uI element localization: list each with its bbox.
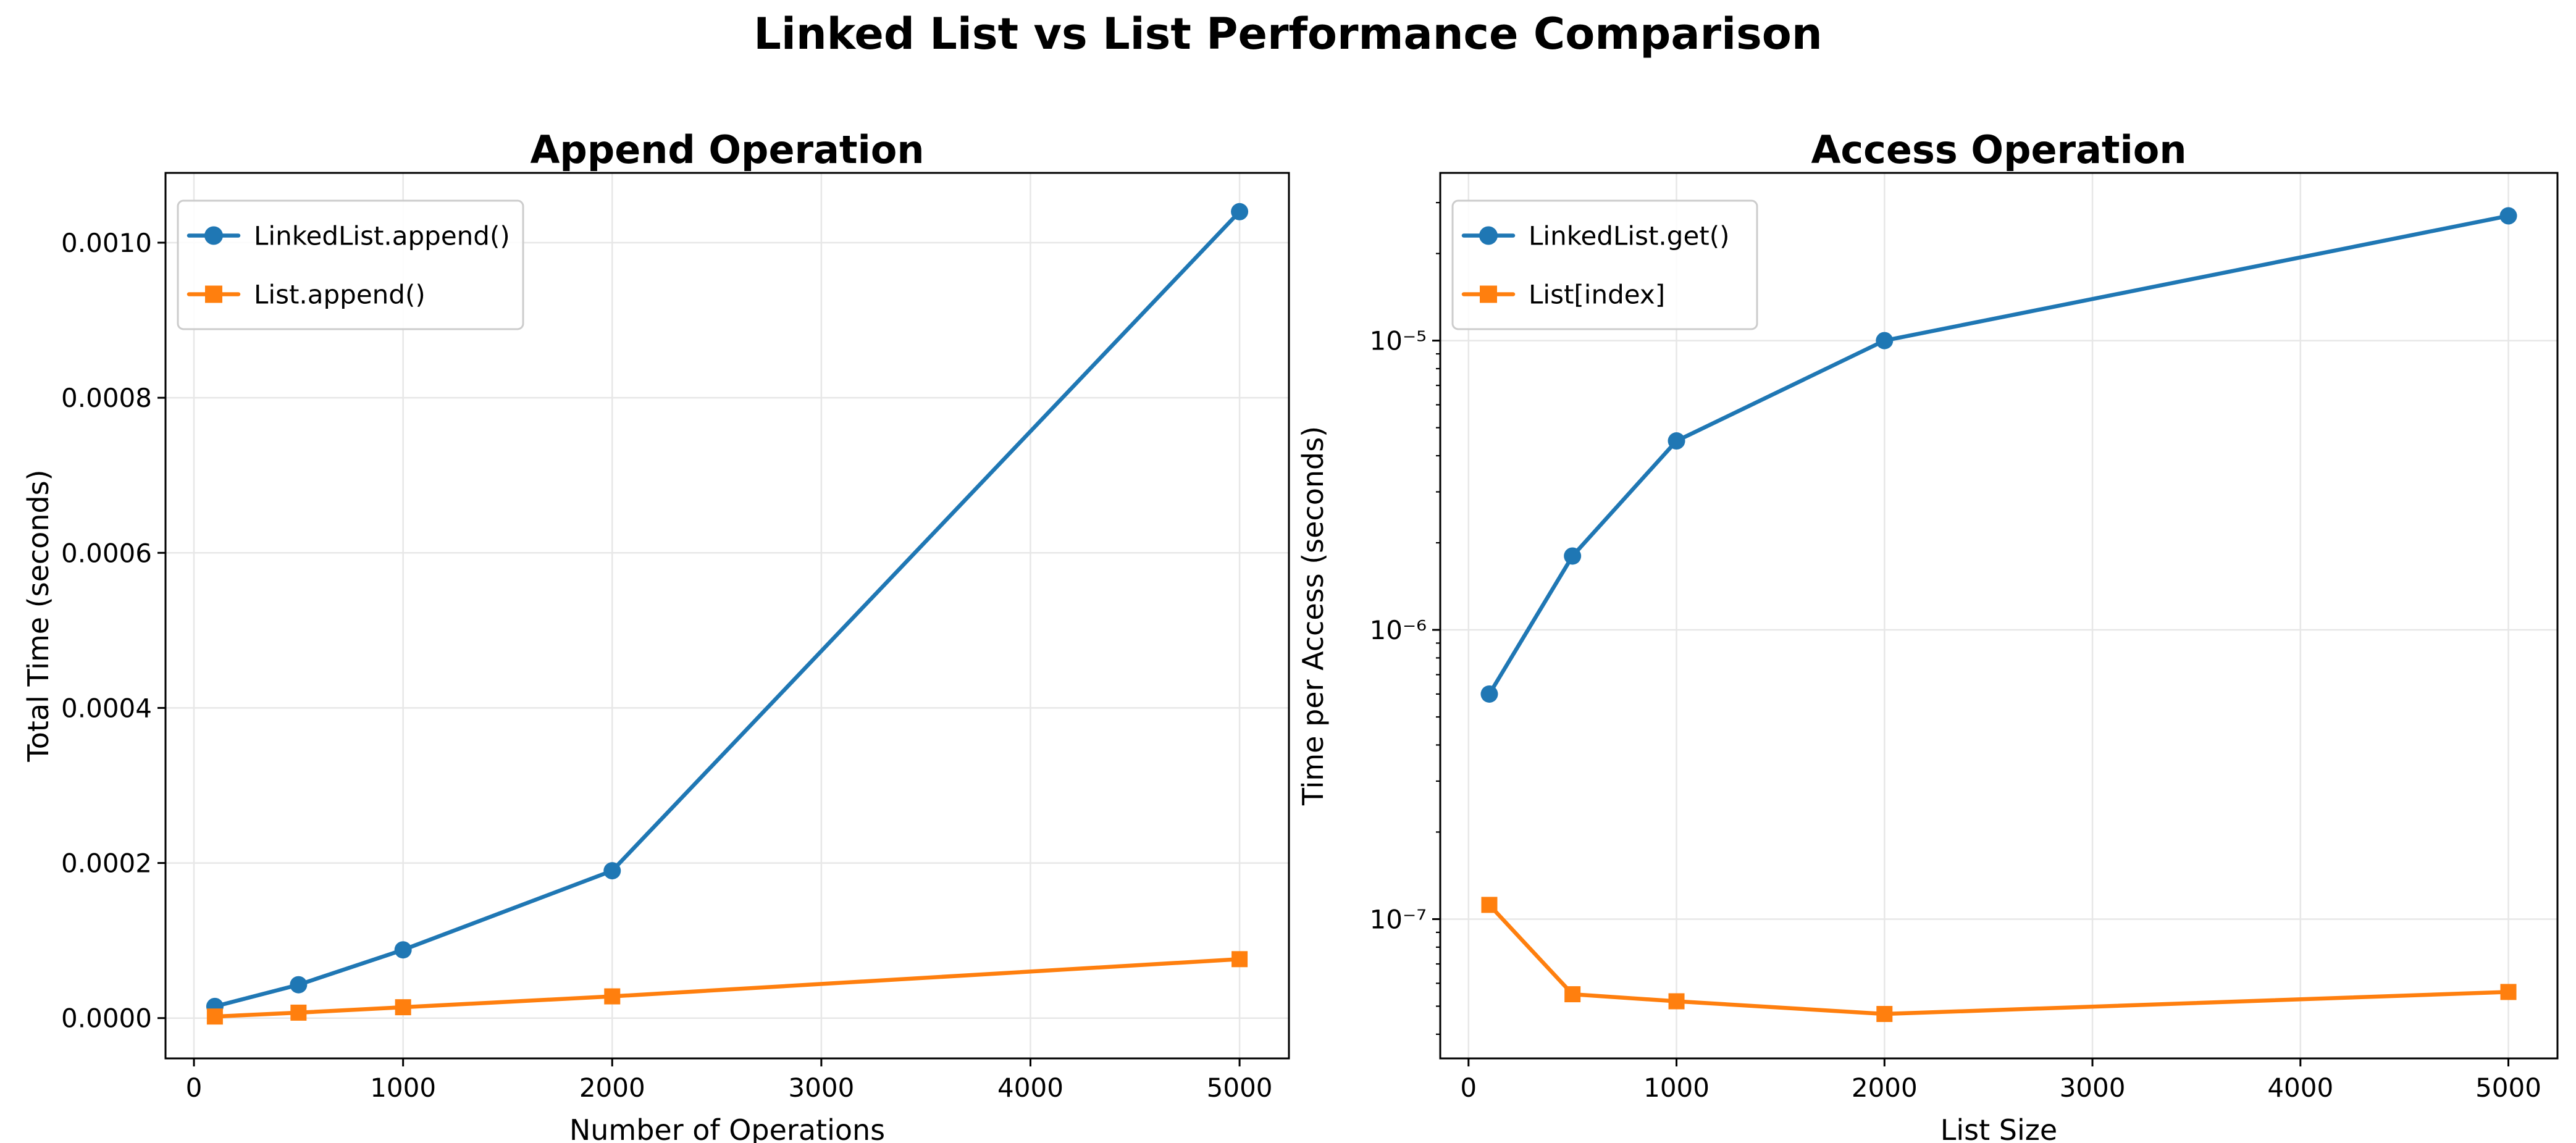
append-operation-chart: 0 1000 2000 3000 4000 5000 Number of Operation… (22, 127, 1290, 1143)
data-point-circle (1876, 332, 1894, 350)
legend-label: LinkedList.append() (254, 221, 510, 251)
series-list-index- (1481, 897, 2517, 1023)
data-point-circle (1564, 547, 1582, 565)
series-list-append- (206, 951, 1248, 1025)
y-tick-label: 0.0008 (61, 383, 152, 413)
axes-frame (164, 172, 1290, 1060)
x-tick-label: 1000 (370, 1073, 436, 1103)
series-linkedlist-append- (206, 203, 1249, 1015)
subplot-title: Append Operation (530, 127, 924, 172)
x-tick-label: 4000 (997, 1073, 1064, 1103)
legend-marker-square (205, 285, 222, 303)
y-tick-label: 0.0006 (61, 538, 152, 568)
legend-item: LinkedList.get() (1461, 221, 1730, 251)
x-axis-label: Number of Operations (569, 1113, 885, 1143)
x-tick-label: 5000 (1207, 1073, 1273, 1103)
data-point-square (1231, 951, 1248, 968)
legend-label: List.append() (254, 280, 426, 310)
x-axis: 0 1000 2000 3000 4000 5000 Number of Operation… (186, 1058, 1273, 1143)
data-point-square (206, 1008, 223, 1025)
data-point-circle (290, 976, 308, 994)
x-tick-label: 4000 (2267, 1073, 2333, 1103)
x-tick-label: 0 (1460, 1073, 1477, 1103)
data-point-square (1481, 897, 1498, 913)
data-point-square (604, 988, 621, 1005)
data-point-circle (603, 862, 621, 880)
y-tick-label: 10⁻⁷ (1370, 904, 1427, 934)
data-point-circle (1668, 432, 1685, 450)
legend-item: LinkedList.append() (187, 221, 510, 251)
grid (1440, 173, 2557, 1058)
y-tick-label: 0.0002 (61, 848, 152, 879)
legend: LinkedList.append() List.append() (177, 199, 524, 330)
x-axis: 0 1000 2000 3000 4000 5000 List Size (1460, 1058, 2541, 1143)
axes-frame (1439, 172, 2559, 1060)
data-point-circle (1231, 203, 1249, 220)
figure-title: Linked List vs List Performance Comparis… (753, 9, 1823, 59)
x-tick-label: 2000 (1852, 1073, 1918, 1103)
data-point-square (290, 1004, 307, 1021)
legend-item: List.append() (187, 280, 426, 310)
y-tick-label: 0.0010 (61, 228, 152, 258)
y-tick-label: 10⁻⁶ (1370, 615, 1427, 645)
x-tick-label: 3000 (2060, 1073, 2126, 1103)
legend-label: List[index] (1529, 280, 1665, 310)
x-tick-label: 1000 (1643, 1073, 1710, 1103)
y-tick-label: 0.0000 (61, 1003, 152, 1034)
y-axis: 0.0000 0.0002 0.0004 0.0006 0.0008 0.0010 Tota… (22, 228, 166, 1034)
x-tick-label: 3000 (788, 1073, 854, 1103)
legend-marker-circle (1479, 226, 1498, 245)
y-axis: 10⁻⁵ 10⁻⁶ 10⁻⁷ Time per Access (seconds) (1296, 201, 1440, 1035)
series-line (1487, 903, 2511, 1016)
data-point-square (395, 999, 411, 1016)
data-point-circle (394, 941, 412, 959)
data-point-square (1668, 993, 1685, 1010)
series-linkedlist-get- (1480, 207, 2517, 703)
data-point-circle (2499, 207, 2517, 225)
series-line (212, 209, 1242, 1009)
legend-box (177, 199, 524, 330)
x-tick-label: 2000 (579, 1073, 645, 1103)
legend-marker-square (1480, 285, 1497, 303)
x-axis-label: List Size (1940, 1113, 2057, 1143)
legend-marker-circle (204, 226, 223, 245)
data-point-square (1876, 1006, 1893, 1023)
data-point-square (1564, 986, 1581, 1003)
data-point-square (2500, 984, 2517, 1000)
legend: LinkedList.get() List[index] (1451, 199, 1758, 330)
data-point-circle (1480, 685, 1498, 703)
series-line (212, 957, 1242, 1019)
x-tick-label: 0 (186, 1073, 203, 1103)
legend-item: List[index] (1461, 280, 1665, 310)
y-tick-label: 10⁻⁵ (1370, 326, 1427, 356)
y-axis-label: Time per Access (seconds) (1296, 426, 1330, 806)
subplot-title: Access Operation (1811, 127, 2186, 172)
y-axis-label: Total Time (seconds) (22, 469, 55, 762)
legend-label: LinkedList.get() (1529, 221, 1730, 251)
legend-box (1451, 199, 1758, 330)
y-tick-label: 0.0004 (61, 693, 152, 723)
x-tick-label: 5000 (2475, 1073, 2541, 1103)
